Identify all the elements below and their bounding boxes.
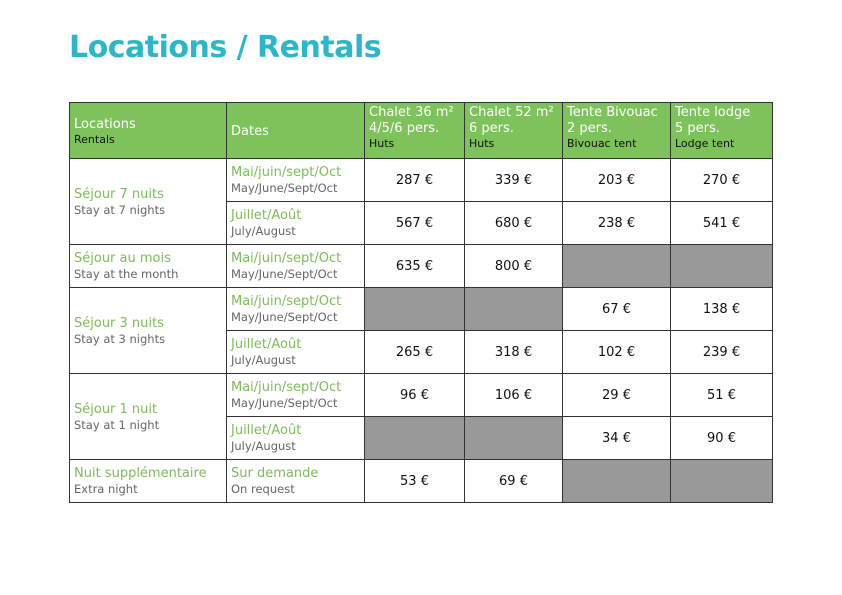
stay-type-fr: Séjour au mois: [74, 251, 171, 266]
header-tente-bivouac: Tente Bivouac 2 pers. Bivouac tent: [562, 102, 671, 159]
stay-type-cell: Séjour 7 nuits Stay at 7 nights: [69, 158, 227, 245]
price-cell: 53 €: [364, 459, 465, 503]
table-row: Séjour au mois Stay at the month Mai/juin/…: [69, 244, 773, 288]
stay-type-en: Stay at 3 nights: [74, 331, 166, 346]
dates-fr: Mai/juin/sept/Oct: [231, 294, 342, 309]
price-cell: 67 €: [562, 287, 671, 331]
dates-cell: Juillet/Août July/August: [226, 201, 365, 245]
price-cell: 29 €: [562, 373, 671, 417]
dates-en: May/June/Sept/Oct: [231, 310, 338, 324]
header-dates: Dates: [226, 102, 365, 159]
stay-type-cell: Séjour 3 nuits Stay at 3 nights: [69, 287, 227, 374]
unavailable-cell: [562, 244, 671, 288]
dates-en: May/June/Sept/Oct: [231, 181, 338, 195]
dates-en: July/August: [231, 353, 296, 367]
dates-cell: Mai/juin/sept/Oct May/June/Sept/Oct: [226, 244, 365, 288]
price-cell: 34 €: [562, 416, 671, 460]
stay-type-fr: Séjour 3 nuits: [74, 315, 164, 331]
price-cell: 51 €: [670, 373, 773, 417]
dates-en: July/August: [231, 224, 296, 238]
stay-type-cell: Séjour au mois Stay at the month: [69, 244, 227, 288]
stay-type-fr: Nuit supplémentaire: [74, 466, 207, 481]
unavailable-cell: [364, 416, 465, 460]
dates-cell: Juillet/Août July/August: [226, 330, 365, 374]
price-cell: 239 €: [670, 330, 773, 374]
price-cell: 138 €: [670, 287, 773, 331]
dates-fr: Mai/juin/sept/Oct: [231, 380, 342, 395]
dates-en: July/August: [231, 439, 296, 453]
dates-cell: Sur demande On request: [226, 459, 365, 503]
price-cell: 635 €: [364, 244, 465, 288]
stay-type-cell: Séjour 1 nuit Stay at 1 night: [69, 373, 227, 460]
header-locations: Locations Rentals: [69, 102, 227, 159]
price-cell: 90 €: [670, 416, 773, 460]
unavailable-cell: [562, 459, 671, 503]
stay-type-fr: Séjour 1 nuit: [74, 401, 158, 417]
unavailable-cell: [670, 244, 773, 288]
price-cell: 287 €: [364, 158, 465, 202]
unavailable-cell: [464, 416, 563, 460]
price-cell: 102 €: [562, 330, 671, 374]
price-cell: 339 €: [464, 158, 563, 202]
dates-fr: Juillet/Août: [231, 208, 302, 223]
dates-cell: Mai/juin/sept/Oct May/June/Sept/Oct: [226, 373, 365, 417]
unavailable-cell: [364, 287, 465, 331]
stay-type-en: Extra night: [74, 482, 138, 496]
dates-fr: Mai/juin/sept/Oct: [231, 165, 342, 180]
table-row: Séjour 7 nuits Stay at 7 nights Mai/juin/s…: [69, 158, 773, 245]
price-cell: 318 €: [464, 330, 563, 374]
price-cell: 203 €: [562, 158, 671, 202]
price-cell: 106 €: [464, 373, 563, 417]
price-cell: 238 €: [562, 201, 671, 245]
dates-cell: Mai/juin/sept/Oct May/June/Sept/Oct: [226, 287, 365, 331]
unavailable-cell: [464, 287, 563, 331]
dates-en: On request: [231, 482, 295, 496]
page-title: Locations / Rentals: [69, 30, 382, 65]
price-cell: 69 €: [464, 459, 563, 503]
price-cell: 270 €: [670, 158, 773, 202]
rental-price-table: Locations Rentals Dates Chalet 36 m² 4/5/6…: [69, 102, 773, 503]
stay-type-en: Stay at the month: [74, 267, 179, 281]
stay-type-en: Stay at 7 nights: [74, 202, 166, 217]
header-row: Locations Rentals Dates Chalet 36 m² 4/5/6…: [69, 102, 773, 159]
dates-en: May/June/Sept/Oct: [231, 267, 338, 281]
table-row: Séjour 1 nuit Stay at 1 night Mai/juin/sep…: [69, 373, 773, 460]
table-row: Juillet/Août July/August 567 €680 €238 €54…: [70, 201, 773, 245]
price-cell: 96 €: [364, 373, 465, 417]
price-cell: 680 €: [464, 201, 563, 245]
dates-en: May/June/Sept/Oct: [231, 396, 338, 410]
table-row: Juillet/Août July/August 34 €90 €: [70, 416, 773, 460]
unavailable-cell: [670, 459, 773, 503]
dates-fr: Sur demande: [231, 466, 319, 481]
stay-type-en: Stay at 1 night: [74, 417, 160, 432]
dates-fr: Juillet/Août: [231, 337, 302, 352]
price-cell: 800 €: [464, 244, 563, 288]
stay-type-fr: Séjour 7 nuits: [74, 186, 164, 202]
dates-fr: Mai/juin/sept/Oct: [231, 251, 342, 266]
stay-type-cell: Nuit supplémentaire Extra night: [69, 459, 227, 503]
header-tente-lodge: Tente lodge 5 pers. Lodge tent: [670, 102, 773, 159]
price-cell: 541 €: [670, 201, 773, 245]
table-row: Séjour 3 nuits Stay at 3 nights Mai/juin/s…: [69, 287, 773, 374]
table-row: Juillet/Août July/August 265 €318 €102 €23…: [70, 330, 773, 374]
price-cell: 265 €: [364, 330, 465, 374]
price-cell: 567 €: [364, 201, 465, 245]
dates-cell: Juillet/Août July/August: [226, 416, 365, 460]
header-chalet-52: Chalet 52 m² 6 pers. Huts: [464, 102, 563, 159]
header-chalet-36: Chalet 36 m² 4/5/6 pers. Huts: [364, 102, 465, 159]
dates-fr: Juillet/Août: [231, 423, 302, 438]
table-row: Nuit supplémentaire Extra night Sur demand…: [69, 459, 773, 503]
dates-cell: Mai/juin/sept/Oct May/June/Sept/Oct: [226, 158, 365, 202]
